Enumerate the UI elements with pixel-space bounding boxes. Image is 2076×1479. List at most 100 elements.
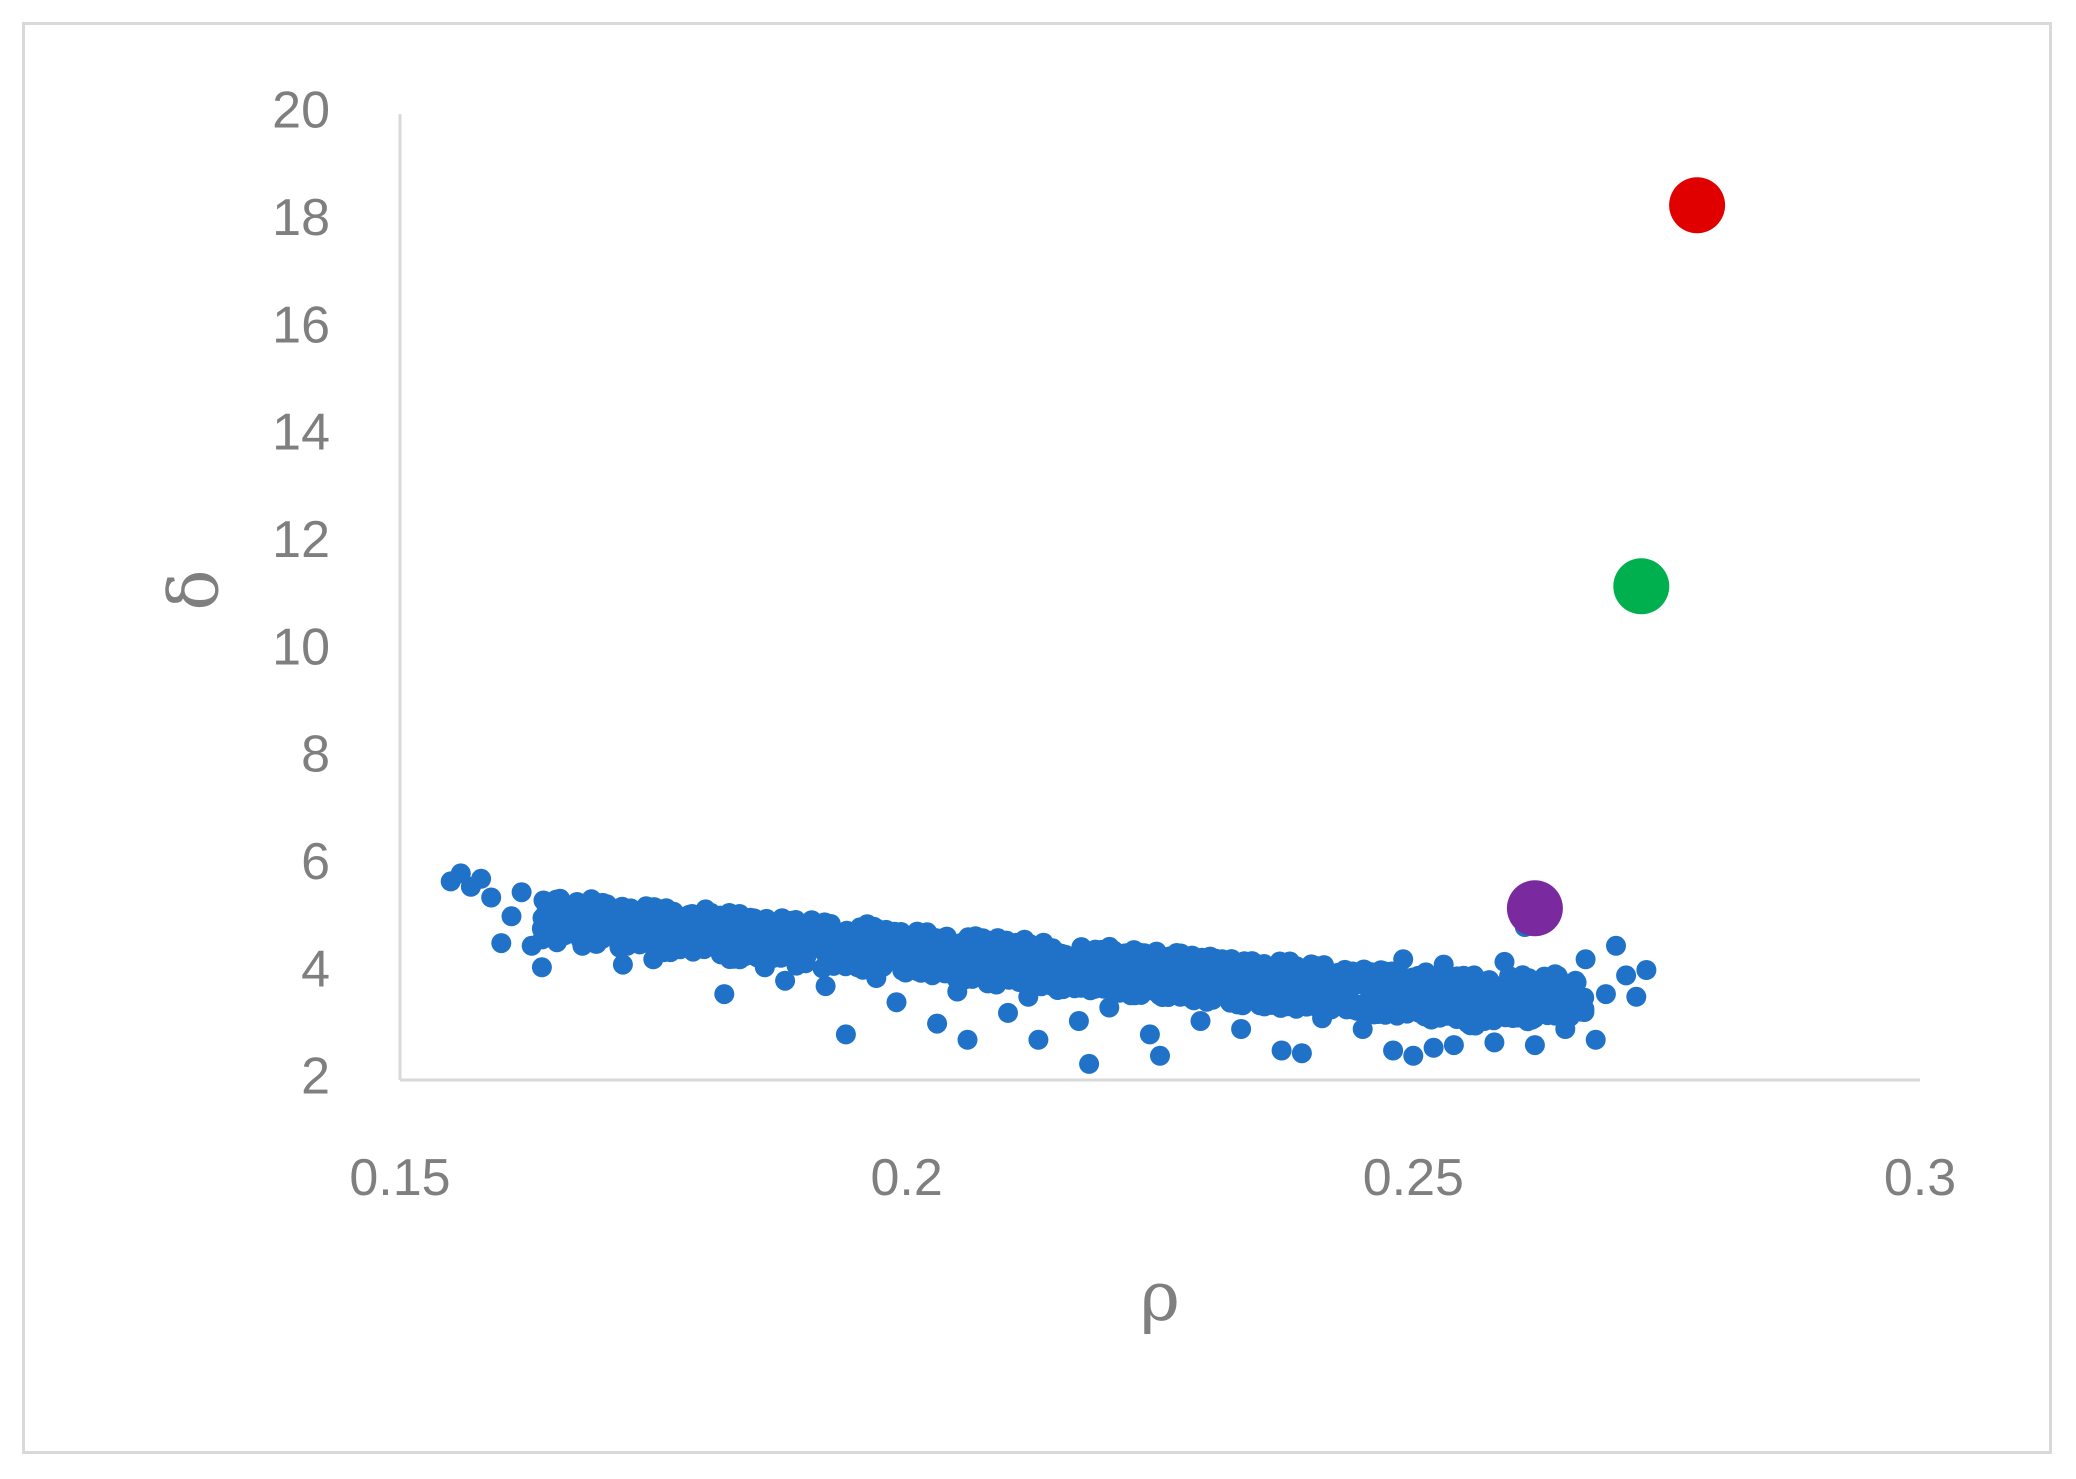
cluster-point <box>1555 1019 1576 1039</box>
cluster-point <box>835 1024 856 1045</box>
cluster-point <box>1524 1035 1545 1056</box>
cluster-point <box>1575 949 1596 970</box>
axes <box>398 114 1920 1082</box>
cluster-point <box>714 984 735 1005</box>
y-tick-label: 10 <box>272 618 330 676</box>
cluster-point <box>846 951 866 972</box>
cluster-point <box>1383 1040 1404 1061</box>
cluster-point <box>1291 1043 1312 1064</box>
cluster-point <box>1494 951 1515 972</box>
cluster-point <box>1372 970 1393 991</box>
cluster-point <box>754 957 775 978</box>
cluster-point <box>1269 951 1290 972</box>
cluster-point <box>1062 950 1083 971</box>
cluster-point <box>1119 981 1140 1002</box>
x-tick-label: 0.25 <box>1363 1149 1464 1207</box>
highlight-points <box>1506 177 1726 937</box>
cluster-point <box>610 898 631 919</box>
y-axis-title: δ <box>156 570 235 611</box>
cluster-point <box>994 948 1015 969</box>
cluster-point <box>1464 965 1485 986</box>
cluster-point <box>572 935 593 956</box>
y-tick-label: 6 <box>301 833 330 891</box>
cluster-point <box>801 919 821 940</box>
cluster-point <box>1079 1053 1100 1074</box>
cluster-point <box>663 901 684 922</box>
cluster-point <box>1139 1024 1160 1045</box>
cluster-point <box>734 930 755 951</box>
cluster-point <box>1099 997 1120 1018</box>
cluster-point <box>1606 935 1626 956</box>
y-tick-label: 4 <box>301 940 330 998</box>
cluster-point <box>1595 984 1616 1005</box>
cluster-point <box>1515 978 1536 999</box>
cluster-points <box>440 863 1657 1074</box>
cluster-point <box>1068 1011 1089 1031</box>
purple-point <box>1506 880 1563 937</box>
y-tick-label: 12 <box>272 511 330 569</box>
cluster-point <box>471 868 492 889</box>
cluster-point <box>1028 1029 1049 1050</box>
cluster-point <box>822 936 843 957</box>
cluster-point <box>1535 978 1556 999</box>
cluster-point <box>531 957 552 978</box>
cluster-point <box>1484 1032 1505 1053</box>
cluster-point <box>1433 954 1454 975</box>
cluster-point <box>1048 978 1069 999</box>
cluster-point <box>1190 1011 1211 1031</box>
cluster-point <box>633 911 654 932</box>
cluster-point <box>769 945 790 966</box>
cluster-point <box>947 981 968 1002</box>
cluster-point <box>615 926 636 947</box>
cluster-point <box>1348 973 1369 994</box>
cluster-point <box>1281 965 1302 986</box>
cluster-point <box>775 970 796 991</box>
x-axis-title: ρ <box>1140 1258 1180 1337</box>
cluster-point <box>700 902 721 923</box>
cluster-point <box>1636 960 1657 980</box>
cluster-point <box>1239 964 1260 984</box>
cluster-point <box>977 973 998 994</box>
cluster-point <box>1154 972 1174 993</box>
cluster-point <box>1286 998 1307 1019</box>
cluster-point <box>1389 980 1410 1001</box>
cluster-point <box>501 906 522 927</box>
cluster-point <box>592 907 613 928</box>
cluster-point <box>663 922 684 943</box>
cluster-point <box>1574 1002 1595 1022</box>
cluster-point <box>1220 992 1241 1013</box>
x-tick-label: 0.2 <box>871 1149 943 1207</box>
cluster-point <box>481 887 502 908</box>
cluster-point <box>1565 970 1586 991</box>
cluster-point <box>1429 1003 1450 1024</box>
chart-frame <box>22 22 2052 1454</box>
y-tick-label: 18 <box>272 189 330 247</box>
cluster-point <box>996 930 1017 951</box>
cluster-point <box>795 935 816 956</box>
cluster-point <box>612 954 633 975</box>
cluster-point <box>1374 999 1394 1020</box>
cluster-point <box>875 921 896 942</box>
cluster-point <box>719 903 740 923</box>
cluster-point <box>1170 986 1191 1007</box>
cluster-point <box>592 892 613 913</box>
y-tick-labels: 2 4 6 8 10 12 14 16 18 20 <box>272 82 330 1106</box>
cluster-point <box>1336 999 1357 1020</box>
cluster-point <box>1435 984 1456 1005</box>
cluster-point <box>1108 944 1128 965</box>
cluster-point <box>1231 1019 1252 1039</box>
cluster-point <box>592 928 613 949</box>
cluster-point <box>1443 1035 1464 1056</box>
cluster-point <box>1210 976 1231 997</box>
cluster-point <box>966 929 987 950</box>
cluster-point <box>1626 986 1647 1007</box>
cluster-point <box>1413 1000 1434 1021</box>
y-tick-label: 14 <box>272 404 330 462</box>
cluster-point <box>1352 1019 1373 1039</box>
x-tick-label: 0.3 <box>1884 1149 1956 1207</box>
cluster-point <box>521 935 542 956</box>
cluster-point <box>1403 1045 1424 1066</box>
cluster-point <box>694 938 714 959</box>
cluster-point <box>886 992 907 1013</box>
